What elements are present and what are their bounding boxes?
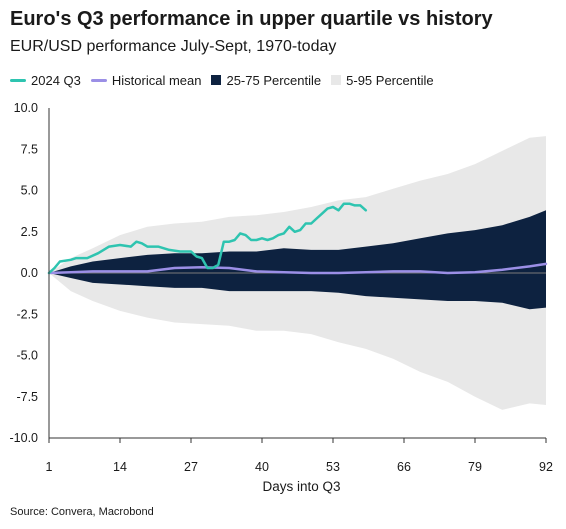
x-tick-label: 53 xyxy=(326,460,340,474)
x-axis-title: Days into Q3 xyxy=(262,479,340,494)
y-tick-label: 5.0 xyxy=(21,184,38,198)
chart-subtitle: EUR/USD performance July-Sept, 1970-toda… xyxy=(10,38,337,55)
source-note: Source: Convera, Macrobond xyxy=(10,506,154,518)
y-tick-label: -7.5 xyxy=(16,390,38,404)
y-tick-label: 10.0 xyxy=(14,101,38,115)
y-tick-label: 0.0 xyxy=(21,266,38,280)
chart-title: Euro's Q3 performance in upper quartile … xyxy=(10,8,493,30)
legend-item-historical-mean: Historical mean xyxy=(90,72,202,88)
x-tick-label: 79 xyxy=(468,460,482,474)
y-tick-label: -2.5 xyxy=(16,307,38,321)
series-historical-mean xyxy=(47,262,548,275)
x-tick-label: 40 xyxy=(255,460,269,474)
legend-swatch-historical-mean xyxy=(90,78,107,82)
y-tick-label: 7.5 xyxy=(21,142,38,156)
legend-item-5-95-percentile: 5-95 Percentile xyxy=(331,72,434,88)
x-tick-label: 66 xyxy=(397,460,411,474)
x-tick-label: 27 xyxy=(184,460,198,474)
legend-swatch-25-75-percentile xyxy=(211,75,222,85)
y-tick-label: 2.5 xyxy=(21,225,38,239)
legend-label-2024-q3: 2024 Q3 xyxy=(31,72,81,88)
y-tick-label: -5.0 xyxy=(16,349,38,363)
legend-swatch-5-95-percentile xyxy=(331,75,342,85)
chart-legend: 2024 Q3 Historical mean 25-75 Percentile… xyxy=(10,70,444,90)
x-tick-label: 92 xyxy=(539,460,553,474)
legend-label-historical-mean: Historical mean xyxy=(111,72,202,88)
x-tick-label: 14 xyxy=(113,460,127,474)
legend-item-2024-q3: 2024 Q3 xyxy=(10,73,81,88)
x-tick-label: 1 xyxy=(46,460,53,474)
y-tick-label: -10.0 xyxy=(10,431,39,445)
legend-label-25-75-percentile: 25-75 Percentile xyxy=(226,72,322,88)
legend-item-25-75-percentile: 25-75 Percentile xyxy=(211,73,321,88)
legend-label-5-95-percentile: 5-95 Percentile xyxy=(346,72,434,88)
band-25-75-percentile xyxy=(49,210,546,310)
legend-swatch-2024-q3 xyxy=(10,78,26,82)
series-2024-q3 xyxy=(47,202,368,275)
